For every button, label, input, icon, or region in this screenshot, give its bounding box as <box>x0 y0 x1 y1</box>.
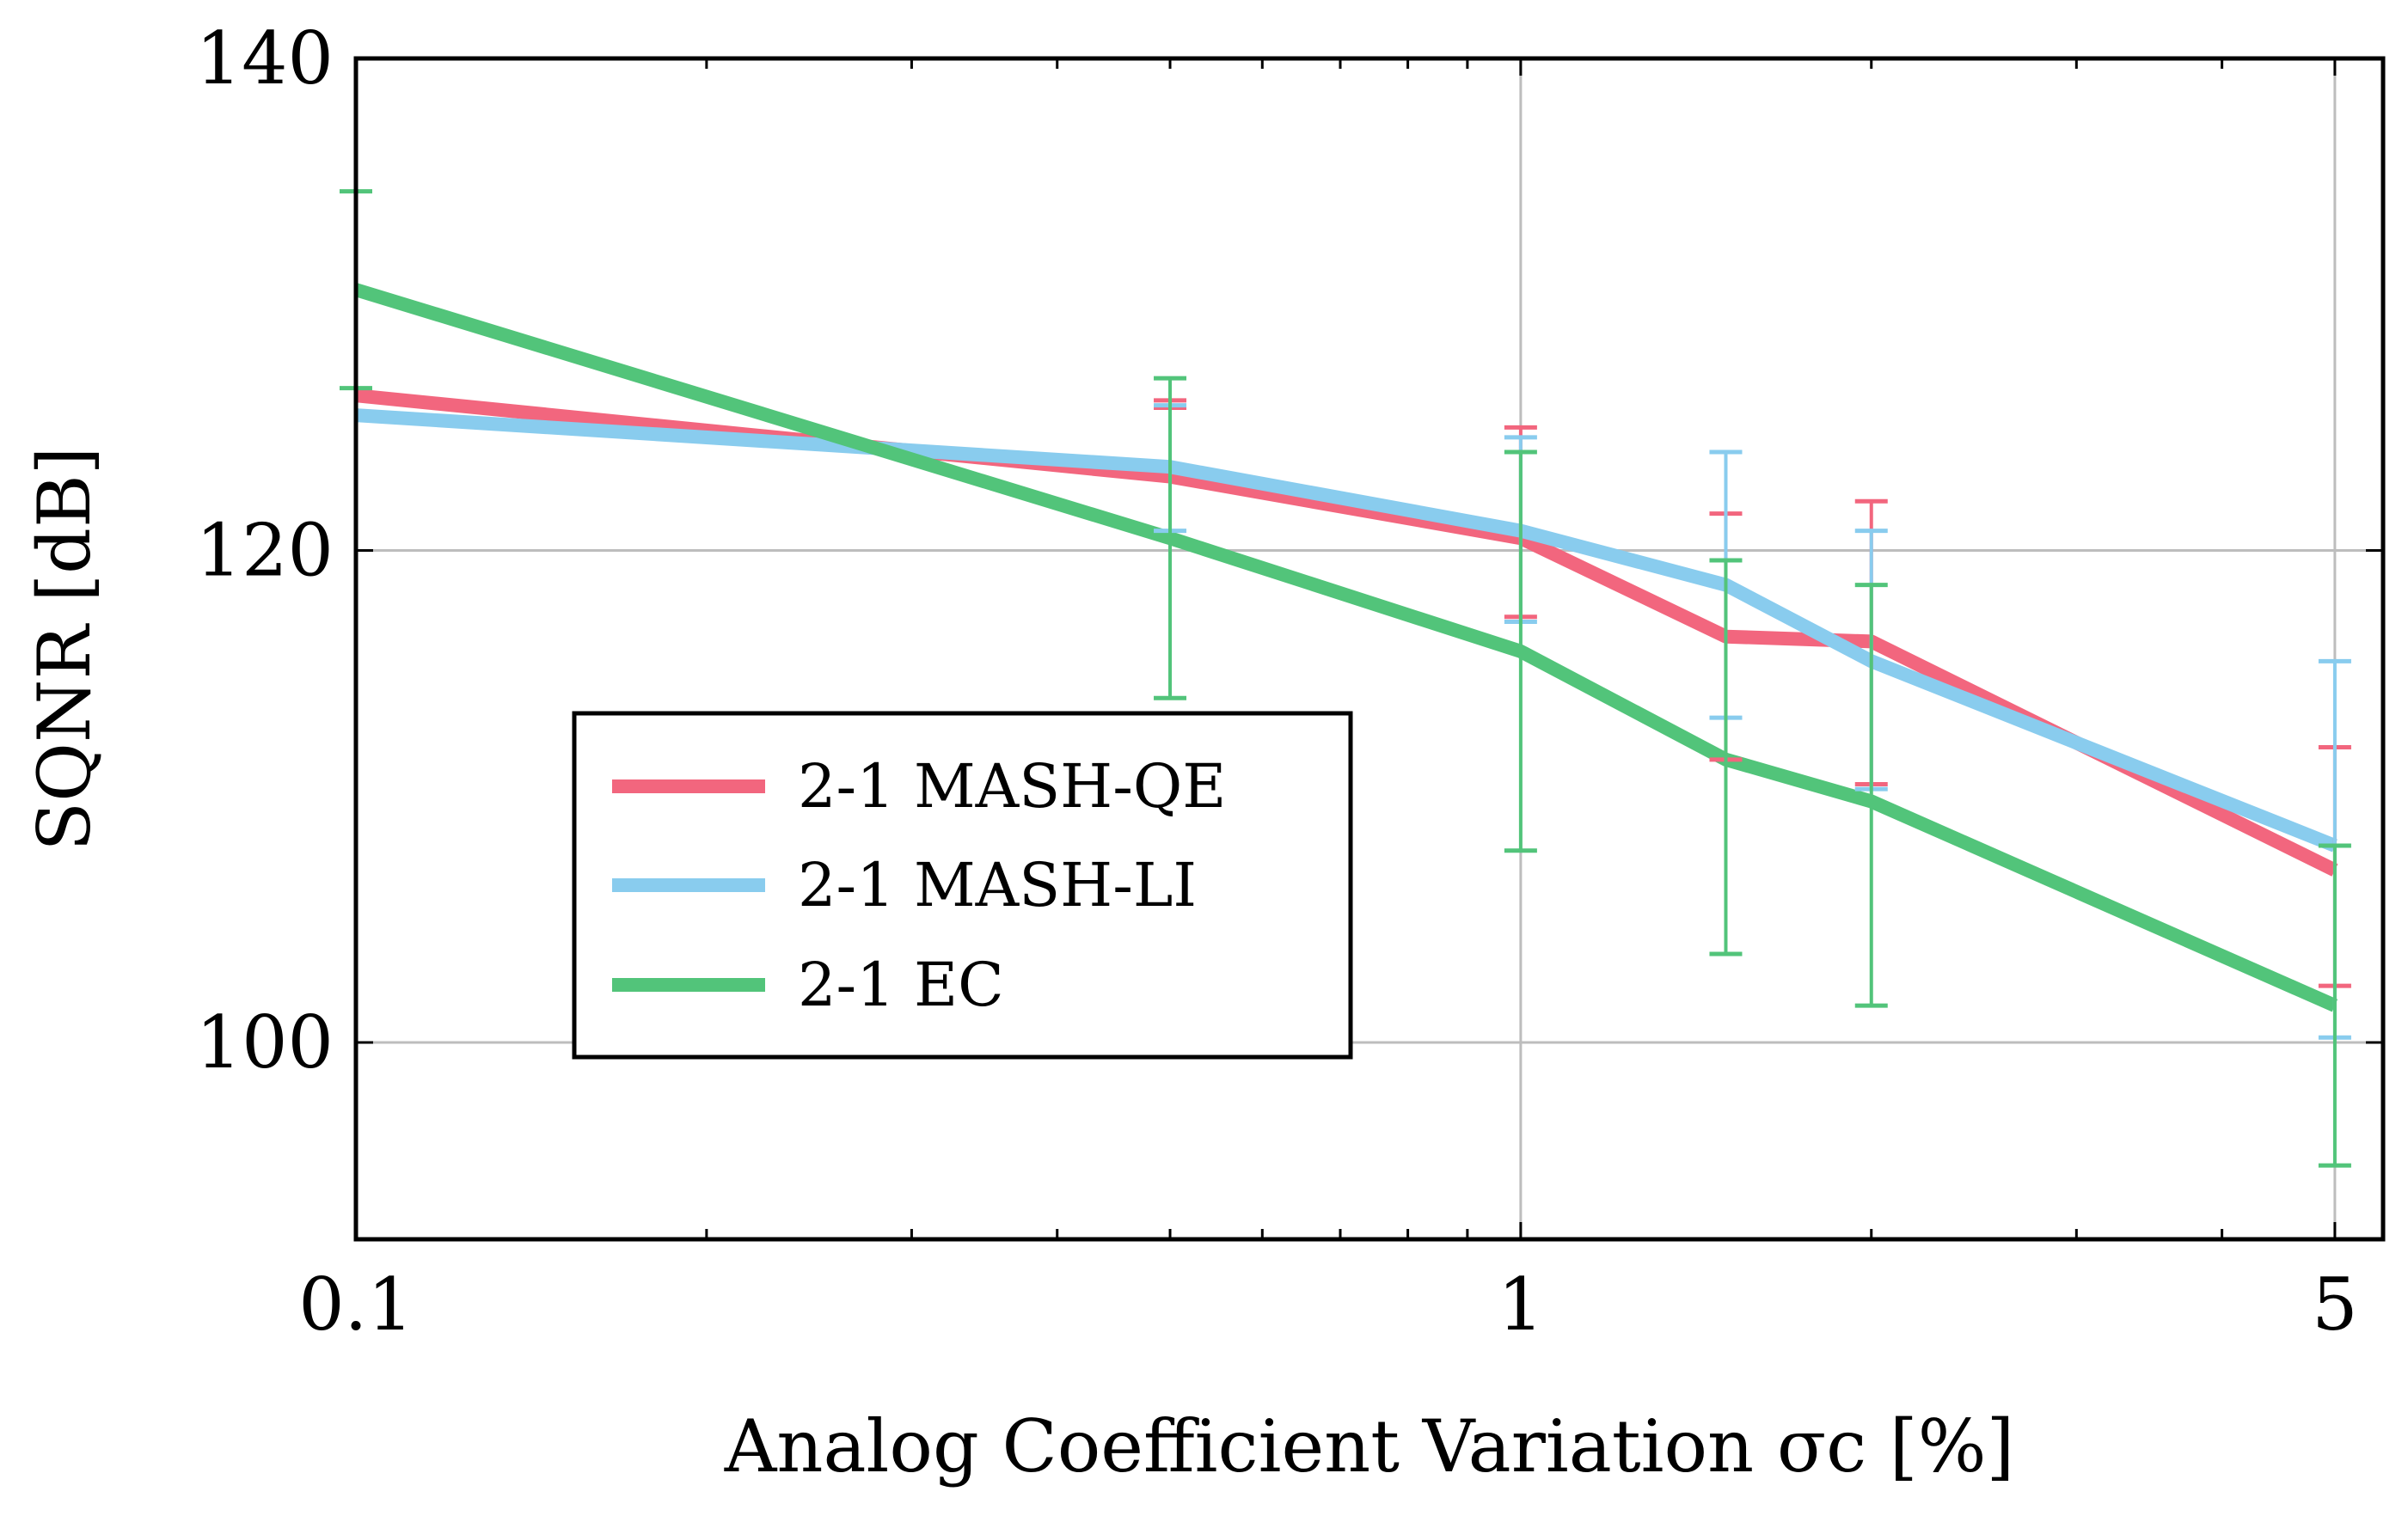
grid-lines <box>354 57 2383 1239</box>
legend-entries: 2-1 MASH-QE 2-1 MASH-LI 2-1 EC <box>612 751 1226 1020</box>
legend-label: 2-1 MASH-QE <box>798 751 1226 822</box>
x-tick-label-1: 1 <box>1498 1262 1543 1347</box>
legend-label: 2-1 MASH-LI <box>798 850 1197 920</box>
x-tick-labels: 0.1 1 5 <box>298 1262 2357 1347</box>
x-axis-label: Analog Coefficient Variation σc [%] <box>724 1404 2015 1488</box>
minor-ticks <box>354 57 2383 1239</box>
x-tick-label-0: 0.1 <box>298 1262 414 1347</box>
y-tick-labels: 100 120 140 <box>196 16 334 1085</box>
legend-entry-2: 2-1 EC <box>612 950 1004 1020</box>
y-axis-label: SQNR [dB] <box>22 447 107 852</box>
legend: 2-1 MASH-QE 2-1 MASH-LI 2-1 EC <box>572 711 1353 1060</box>
error-bar-2-3 <box>1709 558 1743 957</box>
y-tick-label-1: 120 <box>196 509 334 593</box>
y-tick-label-2: 140 <box>196 16 334 101</box>
legend-entry-0: 2-1 MASH-QE <box>612 751 1226 822</box>
series-lines <box>353 283 2338 1012</box>
error-bar-2-2 <box>1504 449 1537 853</box>
plot-frame <box>353 56 2386 1242</box>
series-line-2 <box>353 283 2338 1012</box>
y-tick-label-0: 100 <box>196 1000 334 1085</box>
x-tick-label-2: 5 <box>2312 1262 2357 1347</box>
error-bar-2-5 <box>2318 843 2351 1168</box>
error-bar-2-4 <box>1854 583 1888 1008</box>
legend-label: 2-1 EC <box>798 950 1004 1020</box>
series-line-1 <box>355 408 2338 853</box>
error-bar-2-1 <box>1154 376 1187 700</box>
legend-entry-1: 2-1 MASH-LI <box>612 850 1197 920</box>
